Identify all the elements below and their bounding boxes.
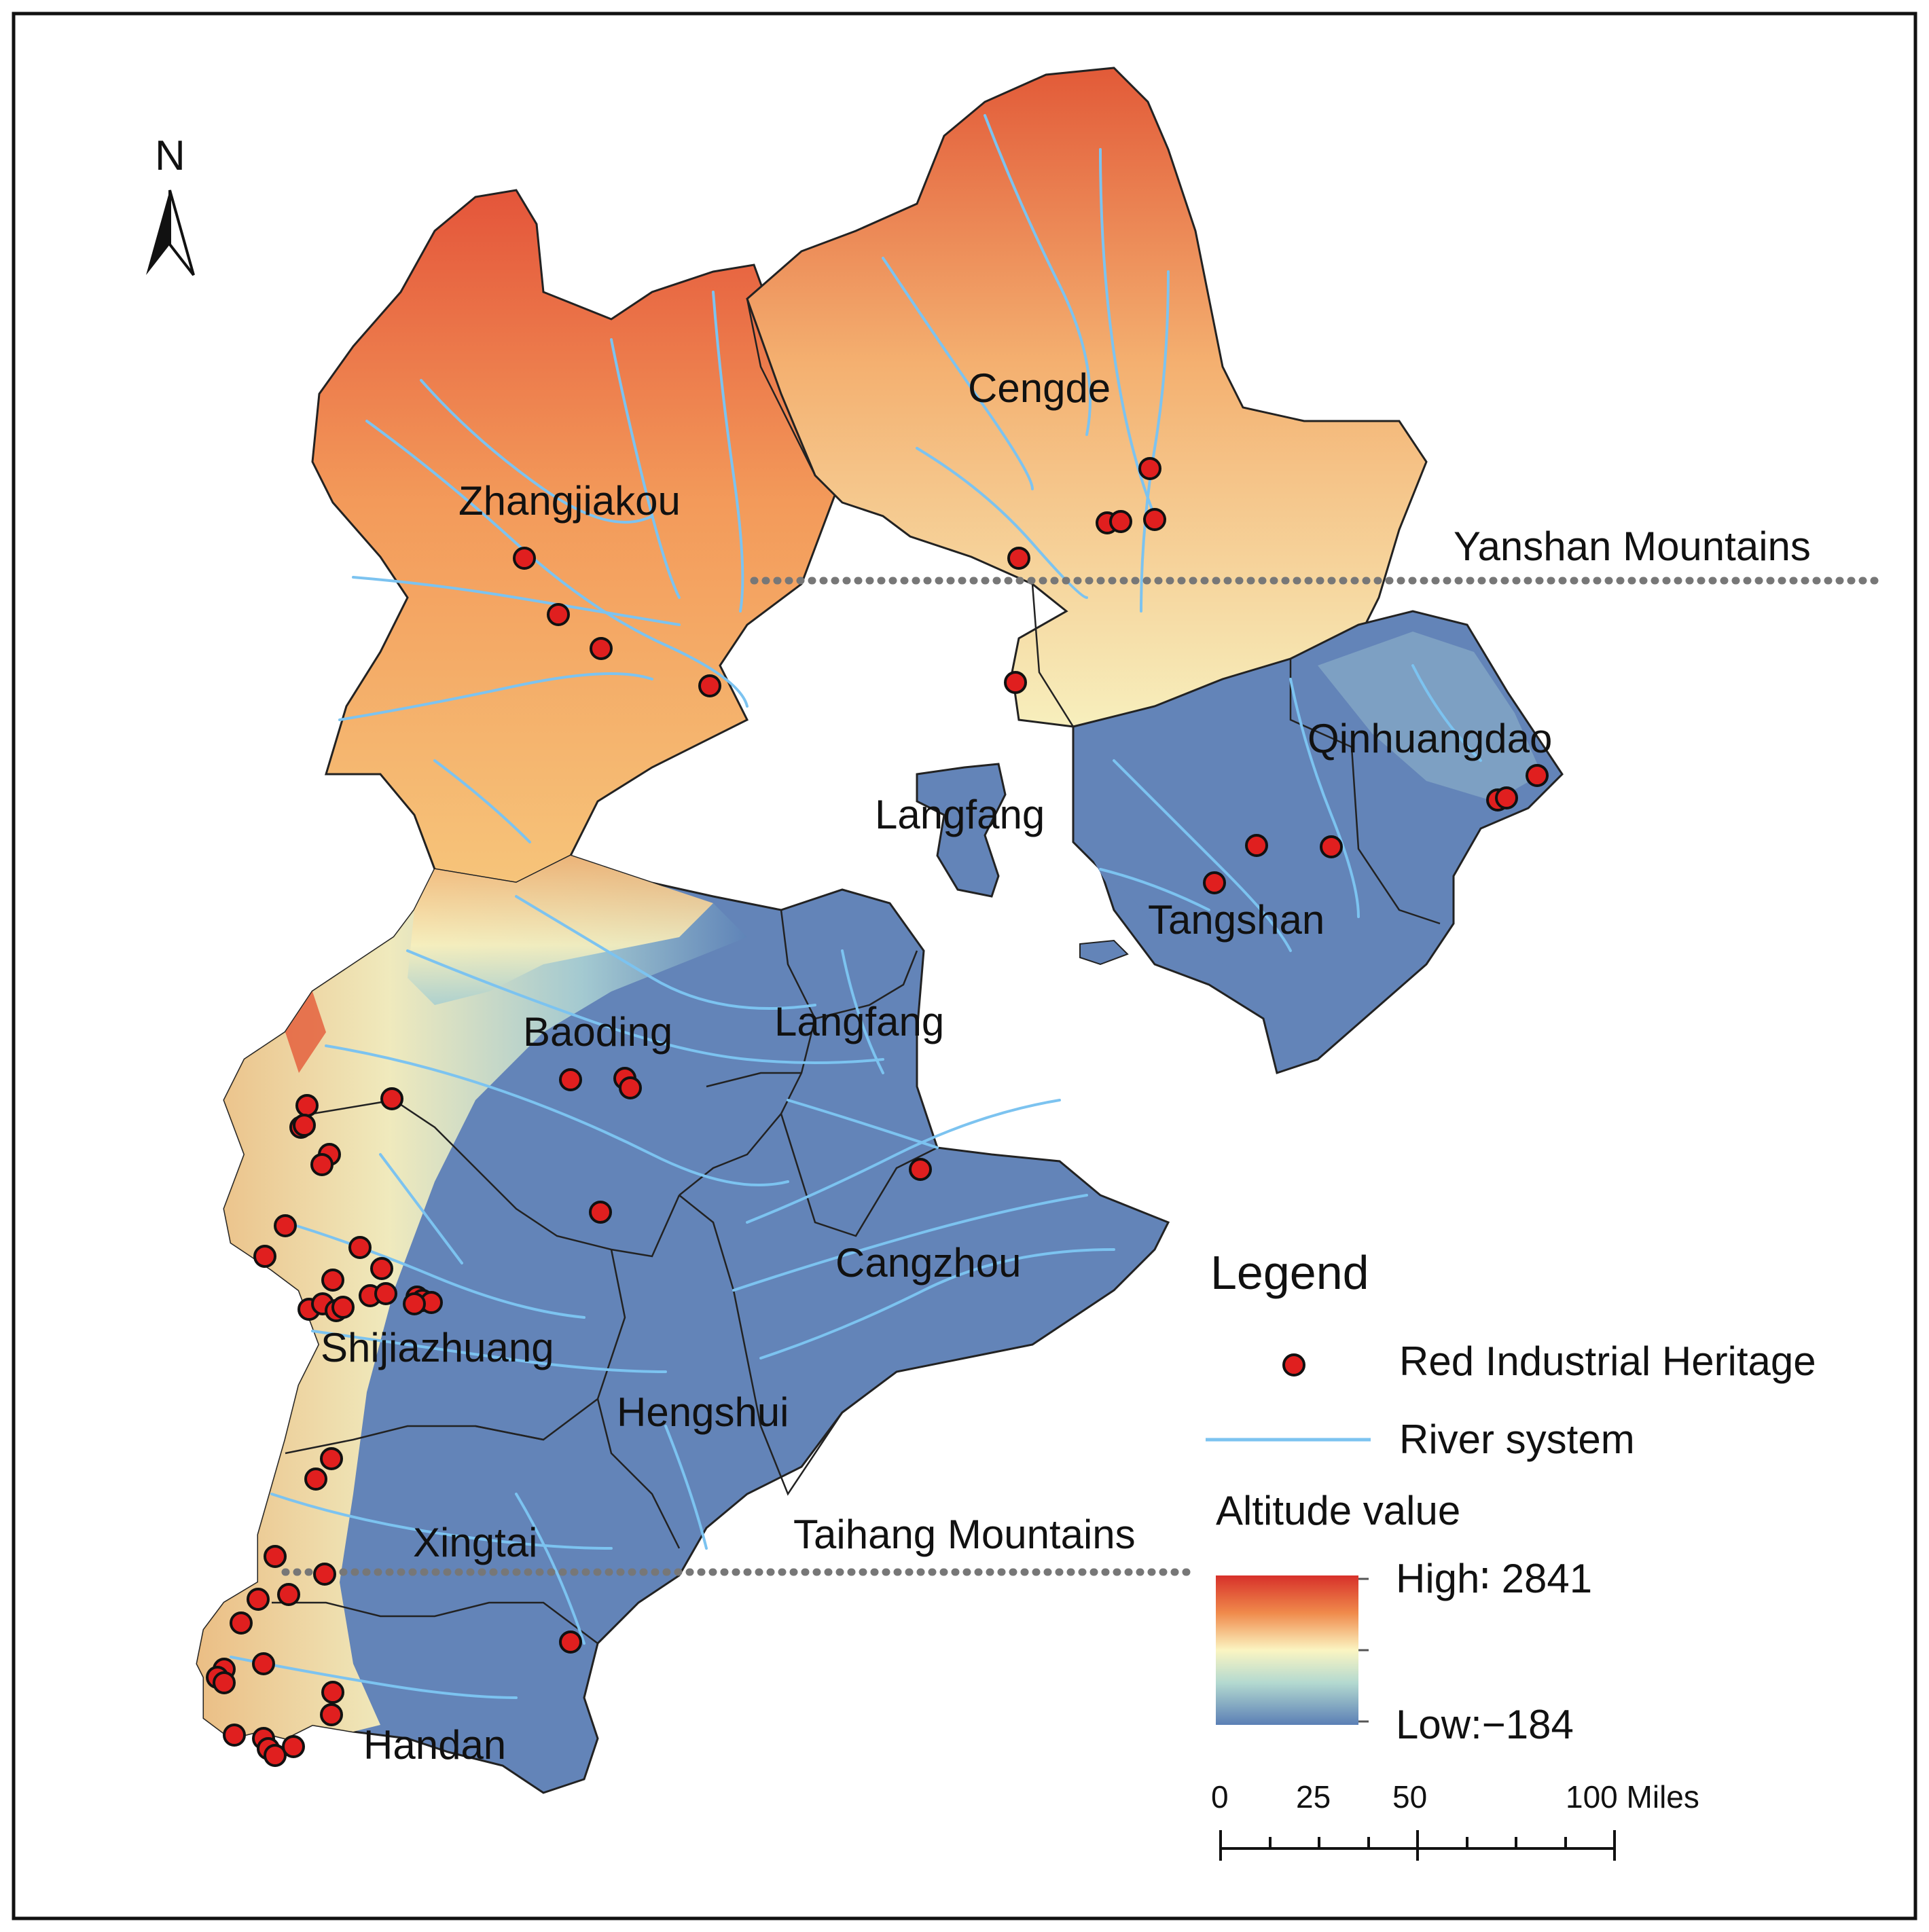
city-label-cengde: Cengde — [968, 365, 1111, 411]
heritage-site-marker — [313, 1563, 336, 1586]
heritage-site-marker — [348, 1236, 372, 1259]
scale-tick-label: 25 — [1296, 1779, 1331, 1815]
heritage-site-marker — [1245, 834, 1268, 857]
river-system — [230, 114, 1482, 1699]
heritage-site-marker — [252, 1652, 275, 1675]
heritage-site-marker — [320, 1447, 343, 1470]
heritage-site-marker — [698, 674, 721, 697]
heritage-site-marker — [331, 1296, 355, 1319]
heritage-site-marker — [264, 1545, 287, 1568]
heritage-site-marker — [213, 1671, 236, 1694]
heritage-sites — [206, 457, 1549, 1767]
heritage-site-marker — [295, 1094, 319, 1117]
heritage-site-marker — [274, 1214, 297, 1237]
heritage-site-marker — [321, 1269, 344, 1292]
city-label-baoding: Baoding — [523, 1009, 672, 1055]
city-label-tangshan: Tangshan — [1148, 897, 1324, 943]
heritage-site-marker — [282, 1735, 305, 1758]
north-arrow-icon — [146, 190, 170, 275]
zhangjiakou-region — [311, 189, 844, 884]
heritage-site-marker — [1526, 764, 1549, 787]
legend-river-label: River system — [1399, 1417, 1635, 1462]
heritage-site-marker — [230, 1611, 253, 1635]
heritage-site-marker — [1203, 871, 1226, 894]
heritage-site-marker — [1004, 671, 1027, 694]
heritage-site-marker — [513, 547, 536, 570]
heritage-site-marker — [559, 1630, 582, 1654]
city-label-qinhuangdao: Qinhuangdao — [1308, 716, 1552, 761]
heritage-site-marker — [321, 1681, 344, 1704]
scale-bar: 0 25 50 100 Miles — [1211, 1779, 1699, 1861]
heritage-site-marker — [320, 1703, 343, 1726]
city-label-handan: Handan — [363, 1722, 506, 1768]
heritage-site-marker — [909, 1158, 932, 1181]
heritage-site-marker — [403, 1292, 426, 1315]
legend: Legend Red Industrial Heritage River sys… — [1206, 1246, 1816, 1747]
scale-tick-label: 100 Miles — [1566, 1779, 1699, 1815]
yanshan-mountains-label: Yanshan Mountains — [1454, 524, 1811, 569]
heritage-site-marker — [1138, 457, 1161, 480]
heritage-site-marker — [370, 1257, 393, 1280]
heritage-site-marker — [247, 1588, 270, 1611]
heritage-site-marker — [619, 1076, 642, 1099]
langfang-north-region — [916, 763, 1007, 898]
heritage-site-marker — [277, 1583, 300, 1606]
heritage-site-marker — [547, 603, 570, 626]
legend-altitude-title: Altitude value — [1216, 1488, 1460, 1533]
heritage-site-marker — [293, 1114, 316, 1137]
heritage-site-marker — [1143, 508, 1166, 531]
heritage-site-marker — [1320, 835, 1343, 858]
heritage-site-marker — [253, 1245, 276, 1268]
city-labels: Zhangjiakou Cengde Qinhuangdao Langfang … — [321, 365, 1552, 1768]
city-label-zhangjiakou: Zhangjiakou — [458, 478, 681, 524]
legend-heritage-symbol — [1282, 1353, 1305, 1377]
heritage-site-marker — [223, 1724, 246, 1747]
heritage-site-marker — [264, 1744, 287, 1767]
altitude-high-label: High∶ 2841 — [1396, 1556, 1592, 1601]
north-arrow-label: N — [155, 132, 185, 179]
city-label-hengshui: Hengshui — [617, 1389, 789, 1435]
legend-title: Legend — [1210, 1246, 1369, 1299]
scale-tick-label: 50 — [1392, 1779, 1427, 1815]
heritage-site-marker — [304, 1468, 327, 1491]
western-piedmont-overlay — [197, 856, 747, 1738]
heritage-site-marker — [380, 1087, 403, 1110]
heritage-site-marker — [589, 1201, 612, 1224]
taihang-mountains-label: Taihang Mountains — [793, 1512, 1136, 1557]
heritage-site-marker — [590, 637, 613, 660]
city-label-xingtai: Xingtai — [413, 1520, 537, 1565]
altitude-low-label: Low:−184 — [1396, 1702, 1574, 1747]
north-arrow: N — [146, 132, 195, 276]
city-label-cangzhou: Cangzhou — [835, 1240, 1022, 1286]
altitude-color-ramp — [1216, 1575, 1358, 1725]
city-label-shijiazhuang: Shijiazhuang — [321, 1325, 554, 1370]
heritage-site-marker — [1109, 510, 1132, 533]
heritage-site-marker — [310, 1153, 333, 1176]
legend-heritage-label: Red Industrial Heritage — [1399, 1338, 1816, 1384]
city-label-langfang-north: Langfang — [875, 792, 1045, 837]
city-label-langfang-south: Langfang — [774, 999, 944, 1044]
heritage-site-marker — [559, 1068, 582, 1091]
scale-tick-label: 0 — [1211, 1779, 1229, 1815]
heritage-site-marker — [374, 1282, 397, 1305]
heritage-site-marker — [1007, 547, 1030, 570]
heritage-site-marker — [1495, 786, 1518, 809]
cengde-region — [746, 67, 1428, 728]
